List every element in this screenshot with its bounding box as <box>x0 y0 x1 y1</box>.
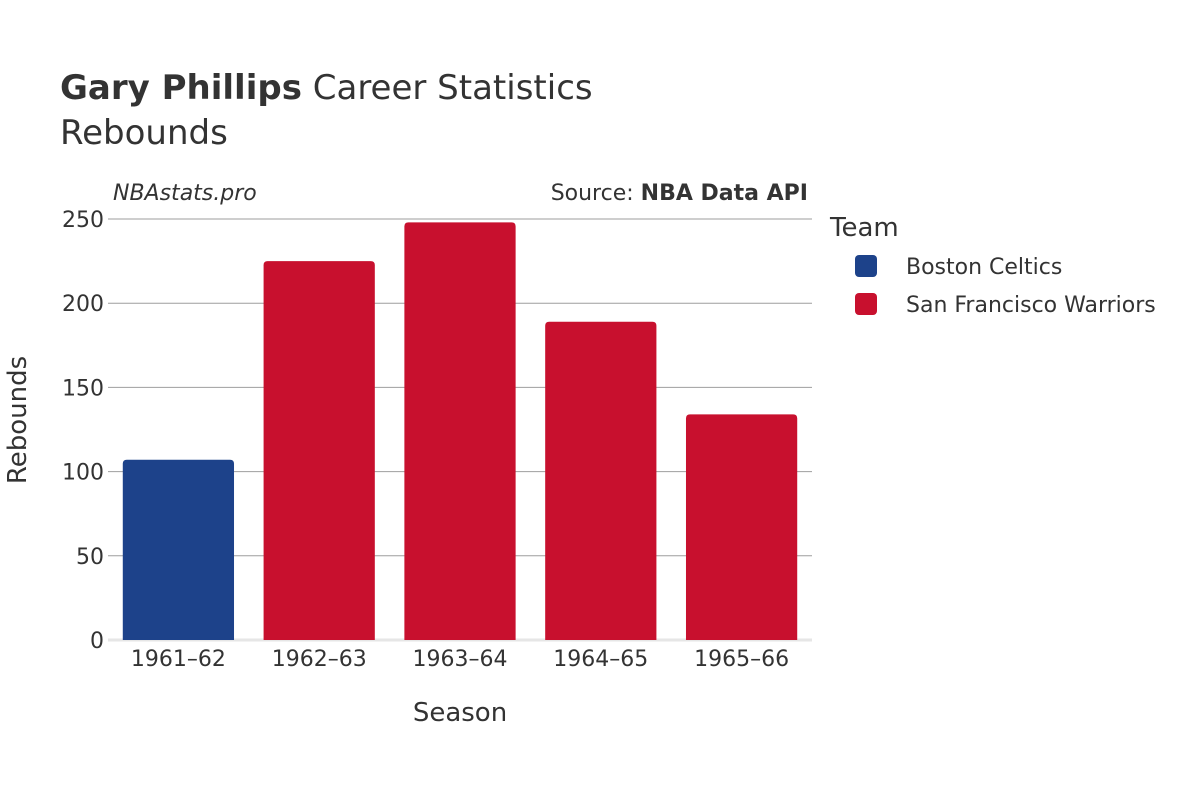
x-tick-label: 1961–62 <box>131 647 226 672</box>
source-label: Source: NBA Data API <box>551 181 808 206</box>
legend-title: Team <box>829 213 899 243</box>
bar-1964–65 <box>545 321 657 640</box>
y-tick-label: 50 <box>76 545 104 570</box>
legend-entry: Boston Celtics <box>906 255 1062 280</box>
x-axis-title: Season <box>413 698 507 728</box>
y-tick-label: 200 <box>62 292 104 317</box>
y-tick-label: 0 <box>90 629 104 654</box>
source-prefix: Source: <box>551 181 641 206</box>
watermark: NBAstats.pro <box>113 181 257 206</box>
x-tick-label: 1962–63 <box>272 647 367 672</box>
y-tick-label: 100 <box>62 461 104 486</box>
y-axis-title: Rebounds <box>3 356 33 484</box>
x-tick-label: 1965–66 <box>694 647 789 672</box>
chart-title: Gary Phillips Career Statistics <box>60 66 593 110</box>
player-name: Gary Phillips <box>60 68 302 108</box>
bar-1963–64 <box>404 222 516 641</box>
bar-1965–66 <box>685 414 798 640</box>
y-tick-label: 250 <box>62 208 104 233</box>
title-suffix: Career Statistics <box>312 68 593 108</box>
source-name: NBA Data API <box>641 181 808 206</box>
legend-swatch <box>855 293 877 315</box>
chart-subtitle: Rebounds <box>60 113 228 153</box>
legend-entry: San Francisco Warriors <box>906 293 1156 318</box>
x-tick-label: 1964–65 <box>553 647 648 672</box>
bar-1962–63 <box>263 261 375 640</box>
bar-1961–62 <box>122 459 235 640</box>
x-tick-label: 1963–64 <box>413 647 508 672</box>
y-tick-label: 150 <box>62 376 104 401</box>
legend-swatch <box>855 255 877 277</box>
